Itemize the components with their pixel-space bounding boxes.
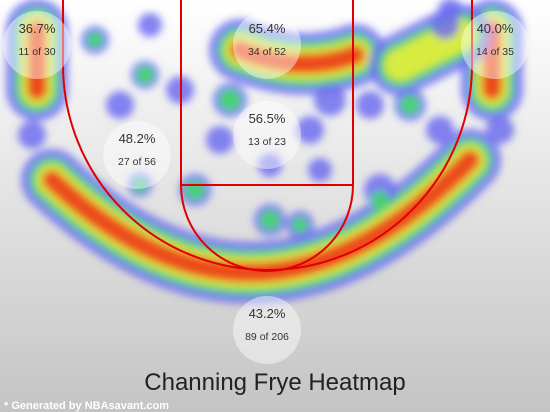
heat-spot xyxy=(371,191,389,209)
zone-circle xyxy=(233,101,301,169)
heat-spot xyxy=(18,121,46,149)
heat-spot xyxy=(296,116,324,144)
zone-attempts: 13 of 23 xyxy=(248,136,286,148)
zone-circle xyxy=(461,11,529,79)
zone-pct: 40.0% xyxy=(477,21,514,36)
zone-pct: 65.4% xyxy=(249,21,286,36)
zone-circle xyxy=(233,11,301,79)
heat-spot xyxy=(106,91,134,119)
zone-pct: 56.5% xyxy=(249,111,286,126)
heat-spot xyxy=(314,84,346,116)
heat-spot xyxy=(258,153,282,177)
heat-spot xyxy=(260,210,280,230)
zone-pct: 36.7% xyxy=(19,21,56,36)
free-throw-arc xyxy=(180,184,354,272)
heat-band xyxy=(230,40,365,74)
heat-spot xyxy=(136,66,154,84)
zones: 36.7% 11 of 30 65.4% 34 of 52 40.0% 14 of 35 4… xyxy=(3,11,529,364)
heat-spot xyxy=(185,180,205,200)
heat-layer xyxy=(6,0,523,304)
heat-spot xyxy=(356,91,384,119)
zone-attempts: 89 of 206 xyxy=(245,331,289,343)
court-lines xyxy=(62,0,473,272)
heat-spot xyxy=(138,13,162,37)
heat-spot xyxy=(308,158,332,182)
zone-attempts: 11 of 30 xyxy=(18,46,55,58)
zone-pct: 48.2% xyxy=(119,131,156,146)
zone-circle xyxy=(103,121,171,189)
heat-spot xyxy=(292,217,308,233)
heat-spot xyxy=(133,178,147,192)
heat-band xyxy=(384,19,476,81)
zone-attempts: 14 of 35 xyxy=(476,46,514,58)
heat-spot xyxy=(486,116,514,144)
heat-spot xyxy=(219,89,241,111)
zone-attempts: 27 of 56 xyxy=(118,156,156,168)
heat-spot xyxy=(206,126,234,154)
heat-spot xyxy=(426,116,454,144)
key xyxy=(180,0,354,186)
heat-spot xyxy=(438,0,462,22)
footer: * Generated by NBAsavant.com xyxy=(4,400,169,412)
title: Channing Frye Heatmap xyxy=(144,369,405,396)
zone-circle xyxy=(233,296,301,364)
zone-pct: 43.2% xyxy=(249,306,286,321)
zone-attempts: 34 of 52 xyxy=(248,46,286,58)
zone-circle xyxy=(3,11,71,79)
heat-spot xyxy=(87,32,103,48)
heat-spot xyxy=(400,95,420,115)
